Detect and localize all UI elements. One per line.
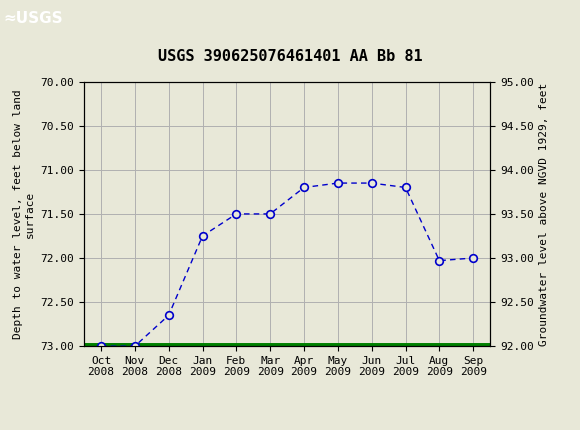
- Y-axis label: Groundwater level above NGVD 1929, feet: Groundwater level above NGVD 1929, feet: [539, 82, 549, 346]
- Y-axis label: Depth to water level, feet below land
surface: Depth to water level, feet below land su…: [13, 89, 35, 339]
- Text: USGS 390625076461401 AA Bb 81: USGS 390625076461401 AA Bb 81: [158, 49, 422, 64]
- Legend: Period of approved data: Period of approved data: [181, 429, 393, 430]
- Text: ≈USGS: ≈USGS: [3, 12, 63, 26]
